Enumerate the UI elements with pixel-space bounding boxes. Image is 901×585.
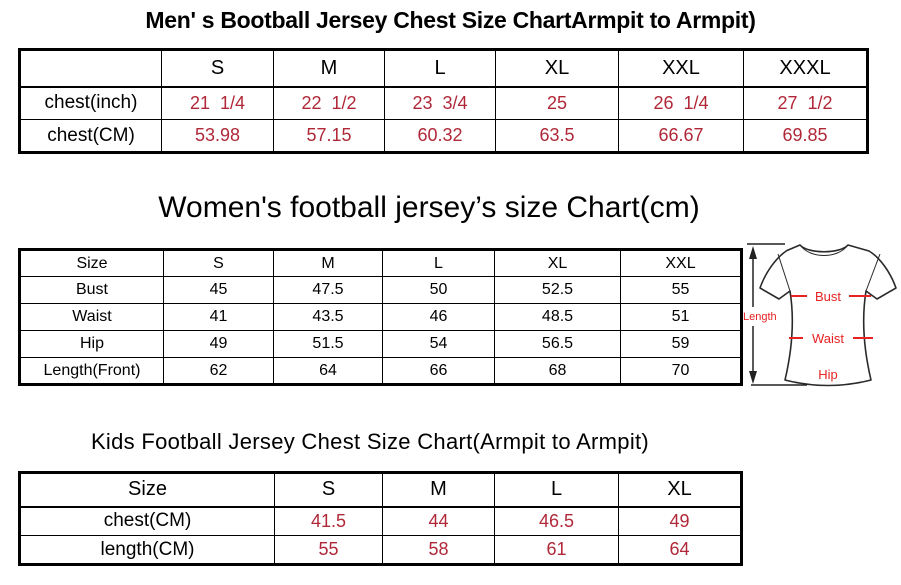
cell-value: 69.85 [743, 119, 868, 153]
cell-value: 21 1/4 [161, 86, 274, 120]
cell-value: 62 [163, 357, 274, 385]
cell-value: 26 1/4 [618, 86, 744, 120]
cell-value: 64 [618, 535, 742, 565]
cell-value: 44 [382, 506, 495, 536]
col-header: M [273, 49, 385, 88]
womens-waist-row: Waist 41 43.5 46 48.5 51 [19, 303, 742, 331]
cell-value: 60.32 [384, 119, 496, 153]
mens-chest-cm-row: chest(CM) 53.98 57.15 60.32 63.5 66.67 6… [19, 119, 868, 153]
col-header: XXL [620, 249, 742, 277]
cell-value: 43.5 [273, 303, 383, 331]
col-header: L [382, 249, 495, 277]
col-header: S [163, 249, 274, 277]
col-header: M [382, 472, 495, 508]
waist-label: Waist [812, 331, 844, 346]
mens-chest-inch-row: chest(inch) 21 1/4 22 1/2 23 3/4 25 26 1… [19, 86, 868, 120]
cell-value: 56.5 [494, 330, 621, 358]
cell-value: 47.5 [273, 276, 383, 304]
kids-size-table: Size S M L XL chest(CM) 41.5 44 46.5 49 … [18, 471, 743, 566]
row-label: chest(CM) [19, 119, 162, 153]
col-header: M [273, 249, 383, 277]
womens-hip-row: Hip 49 51.5 54 56.5 59 [19, 330, 742, 358]
col-header: XXXL [743, 49, 868, 88]
row-label: Hip [19, 330, 164, 358]
cell-value: 51.5 [273, 330, 383, 358]
col-header: Size [19, 249, 164, 277]
womens-length-row: Length(Front) 62 64 66 68 70 [19, 357, 742, 385]
arrow-down-icon [749, 371, 757, 384]
cell-value: 23 3/4 [384, 86, 496, 120]
col-header: S [161, 49, 274, 88]
row-label: chest(CM) [19, 506, 275, 536]
right-sleeve-seam [865, 253, 881, 292]
cell-value: 41 [163, 303, 274, 331]
cell-value: 68 [494, 357, 621, 385]
row-label: chest(inch) [19, 86, 162, 120]
cell-value: 27 1/2 [743, 86, 868, 120]
col-header: Size [19, 472, 275, 508]
womens-bust-row: Bust 45 47.5 50 52.5 55 [19, 276, 742, 304]
col-header: XL [495, 49, 619, 88]
cell-value: 54 [382, 330, 495, 358]
womens-size-table: Size S M L XL XXL Bust 45 47.5 50 52.5 5… [18, 248, 743, 386]
cell-value: 41.5 [274, 506, 383, 536]
col-header: L [494, 472, 619, 508]
cell-value: 46.5 [494, 506, 619, 536]
tshirt-outline [759, 244, 897, 387]
cell-value: 48.5 [494, 303, 621, 331]
cell-value: 55 [620, 276, 742, 304]
kids-chest-row: chest(CM) 41.5 44 46.5 49 [19, 506, 742, 536]
arrow-up-icon [749, 246, 757, 259]
cell-value: 51 [620, 303, 742, 331]
col-header: S [274, 472, 383, 508]
row-label: Waist [19, 303, 164, 331]
kids-length-row: length(CM) 55 58 61 64 [19, 535, 742, 565]
cell-value: 25 [495, 86, 619, 120]
collar-icon [799, 244, 849, 256]
row-label: Bust [19, 276, 164, 304]
womens-chart-title: Women's football jersey’s size Chart(cm) [158, 191, 700, 224]
cell-value: 53.98 [161, 119, 274, 153]
col-header [19, 49, 162, 88]
col-header: XL [494, 249, 621, 277]
row-label: Length(Front) [19, 357, 164, 385]
cell-value: 46 [382, 303, 495, 331]
col-header: XL [618, 472, 742, 508]
mens-header-row: S M L XL XXL XXXL [19, 49, 868, 88]
cell-value: 49 [618, 506, 742, 536]
cell-value: 59 [620, 330, 742, 358]
cell-value: 61 [494, 535, 619, 565]
row-label: length(CM) [19, 535, 275, 565]
kids-header-row: Size S M L XL [19, 472, 742, 508]
hip-label: Hip [818, 367, 838, 382]
cell-value: 49 [163, 330, 274, 358]
mens-size-table: S M L XL XXL XXXL chest(inch) 21 1/4 22 … [18, 48, 869, 154]
col-header: L [384, 49, 496, 88]
cell-value: 52.5 [494, 276, 621, 304]
tshirt-measurement-diagram: Length Bust Waist Hip [743, 243, 897, 387]
cell-value: 64 [273, 357, 383, 385]
womens-header-row: Size S M L XL XXL [19, 249, 742, 277]
mens-chart-title: Men' s Bootball Jersey Chest Size ChartA… [145, 7, 756, 33]
cell-value: 22 1/2 [273, 86, 385, 120]
cell-value: 58 [382, 535, 495, 565]
cell-value: 57.15 [273, 119, 385, 153]
col-header: XXL [618, 49, 744, 88]
left-sleeve-seam [777, 253, 791, 292]
bust-label: Bust [815, 289, 841, 304]
length-label: Length [743, 311, 777, 323]
cell-value: 55 [274, 535, 383, 565]
kids-chart-title: Kids Football Jersey Chest Size Chart(Ar… [90, 429, 650, 454]
cell-value: 50 [382, 276, 495, 304]
cell-value: 66.67 [618, 119, 744, 153]
cell-value: 63.5 [495, 119, 619, 153]
cell-value: 70 [620, 357, 742, 385]
cell-value: 45 [163, 276, 274, 304]
cell-value: 66 [382, 357, 495, 385]
